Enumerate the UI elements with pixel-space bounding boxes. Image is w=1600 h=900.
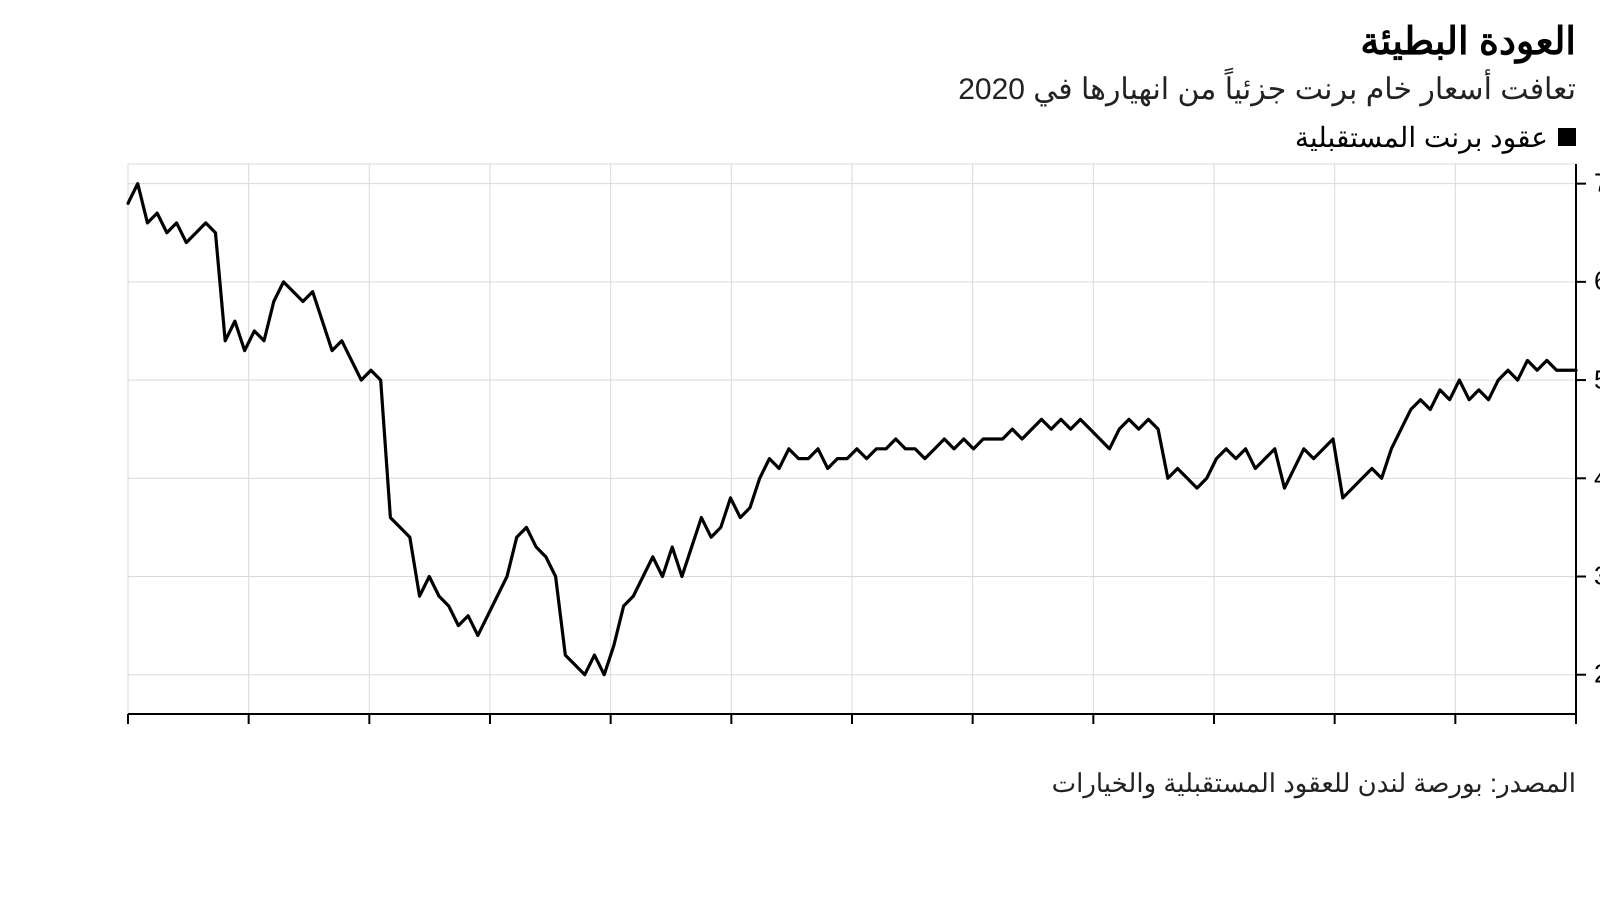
chart-title: العودة البطيئة bbox=[8, 20, 1576, 66]
line-chart-svg bbox=[128, 164, 1576, 714]
legend-swatch-icon bbox=[1558, 128, 1576, 146]
legend: عقود برنت المستقبلية bbox=[8, 121, 1576, 154]
legend-label: عقود برنت المستقبلية bbox=[1295, 121, 1548, 154]
chart-subtitle: تعافت أسعار خام برنت جزئياً من انهيارها … bbox=[8, 70, 1576, 109]
price-chart: السعر (دولار) 203040506070 ينايرفبرايرما… bbox=[128, 164, 1576, 714]
y-tick-label: 40 bbox=[1594, 462, 1600, 493]
chart-source: المصدر: بورصة لندن للعقود المستقبلية وال… bbox=[8, 768, 1576, 799]
y-tick-label: 20 bbox=[1594, 659, 1600, 690]
y-tick-label: 60 bbox=[1594, 266, 1600, 297]
y-tick-label: 30 bbox=[1594, 561, 1600, 592]
y-tick-label: 50 bbox=[1594, 364, 1600, 395]
y-tick-label: 70 bbox=[1594, 168, 1600, 199]
